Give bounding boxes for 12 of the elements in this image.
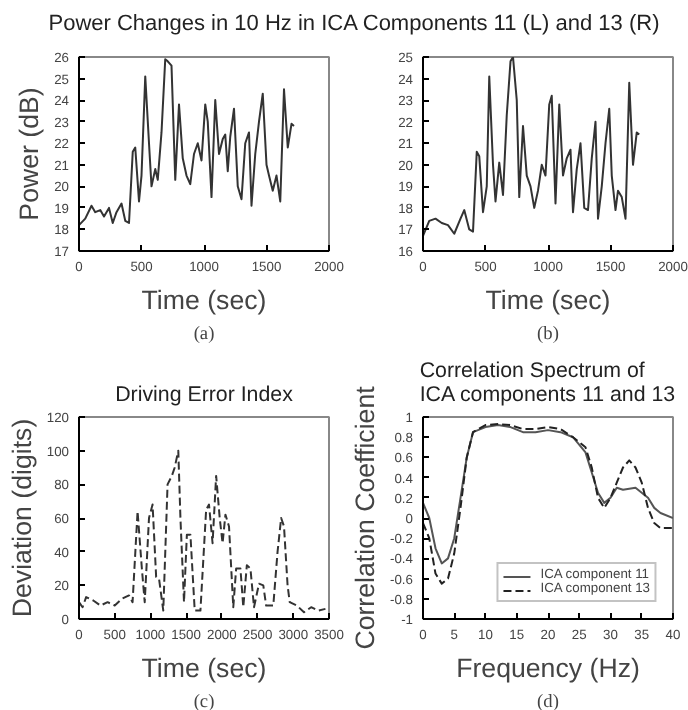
chart-title: Driving Error Index xyxy=(115,383,295,407)
x-axis-title: Time (sec) xyxy=(141,653,267,683)
y-axis-title: Power (dB) xyxy=(14,87,45,221)
y-axis-title: Deviation (digits) xyxy=(6,418,37,618)
text: (a) xyxy=(193,325,215,345)
chart-title: Power Changes in 10 Hz in ICA Components 11 (L) and 13 (R) xyxy=(48,10,660,40)
x-axis-title: Time (sec) xyxy=(141,285,267,315)
text: (b) xyxy=(537,325,559,345)
x-axis-title: Frequency (Hz) xyxy=(456,653,640,683)
x-axis-title: Time (sec) xyxy=(485,285,611,315)
chart-title: Correlation Spectrum of ICA components 11 and 13 xyxy=(419,359,676,407)
y-axis-title: Correlation Coefficient xyxy=(350,385,381,650)
